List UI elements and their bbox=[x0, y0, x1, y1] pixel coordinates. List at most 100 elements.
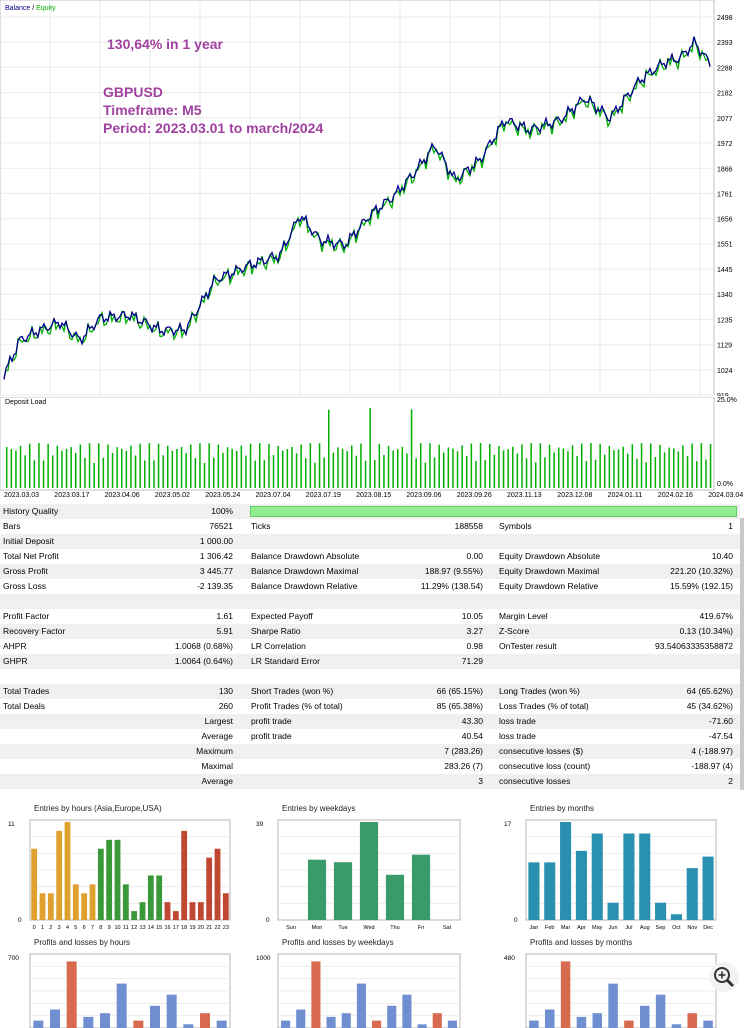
deposit-xtick: 2023.03.03 bbox=[4, 492, 39, 499]
deposit-load-bar bbox=[80, 445, 82, 488]
deposit-load-bar bbox=[581, 444, 583, 488]
deposit-xtick: 2023.07.04 bbox=[256, 492, 291, 499]
report-label: Total Trades bbox=[3, 686, 49, 696]
deposit-load-bar bbox=[572, 445, 574, 488]
deposit-load-bar bbox=[498, 446, 500, 488]
mini-ytick-max: 700 bbox=[8, 955, 19, 962]
deposit-load-bar bbox=[149, 443, 151, 488]
deposit-load-bar bbox=[535, 462, 537, 488]
mini-bar bbox=[156, 875, 162, 920]
mini-bar bbox=[576, 851, 587, 920]
mini-xtick: Mon bbox=[312, 925, 323, 931]
mini-xtick: 9 bbox=[108, 925, 111, 931]
mini-bar bbox=[181, 831, 187, 920]
mini-bar bbox=[98, 849, 104, 920]
deposit-load-bar bbox=[544, 457, 546, 488]
deposit-load-bar bbox=[227, 447, 229, 488]
mini-xtick: Sun bbox=[286, 925, 296, 931]
deposit-load-bar bbox=[328, 410, 330, 488]
report-label: Balance Drawdown Maximal bbox=[251, 566, 358, 576]
mini-xtick: 11 bbox=[123, 925, 129, 931]
mini-bar bbox=[545, 1010, 555, 1028]
deposit-load-bar bbox=[43, 460, 45, 488]
deposit-load-bar bbox=[250, 444, 252, 488]
report-value: 43.30 bbox=[400, 716, 483, 726]
deposit-load-bar bbox=[126, 451, 128, 488]
mini-bar bbox=[90, 884, 96, 920]
deposit-load-bar bbox=[374, 460, 376, 488]
deposit-load-bar bbox=[613, 450, 615, 488]
report-value: 76521 bbox=[150, 521, 233, 531]
report-label: LR Correlation bbox=[251, 641, 306, 651]
deposit-load-bar bbox=[333, 453, 335, 488]
deposit-load-bar bbox=[162, 455, 164, 488]
deposit-load-bar bbox=[448, 447, 450, 488]
report-value: 5.91 bbox=[150, 626, 233, 636]
deposit-load-bar bbox=[452, 449, 454, 488]
main-ytick: 2077 bbox=[717, 116, 733, 123]
annotation-timeframe: Timeframe: M5 bbox=[103, 102, 202, 118]
mini-bar bbox=[688, 1013, 698, 1028]
report-row bbox=[0, 594, 740, 609]
main-ytick: 1551 bbox=[717, 242, 733, 249]
deposit-load-bar bbox=[517, 453, 519, 488]
main-ytick: 2182 bbox=[717, 91, 733, 98]
deposit-xtick: 2024.02.16 bbox=[658, 492, 693, 499]
deposit-xtick: 2023.04.06 bbox=[105, 492, 140, 499]
mini-bar bbox=[561, 961, 571, 1028]
mini-bar bbox=[167, 995, 177, 1028]
deposit-load-bar bbox=[397, 449, 399, 488]
mini-xtick: 16 bbox=[164, 925, 170, 931]
deposit-xtick: 2023.07.19 bbox=[306, 492, 341, 499]
deposit-load-bar bbox=[218, 445, 220, 488]
main-ytick: 919 bbox=[717, 393, 729, 396]
deposit-load-bar bbox=[434, 457, 436, 488]
mini-xtick: 2 bbox=[49, 925, 52, 931]
report-label: Loss Trades (% of total) bbox=[499, 701, 589, 711]
deposit-load-bar bbox=[66, 449, 68, 488]
mini-xtick: May bbox=[592, 925, 603, 931]
mini-bar bbox=[206, 858, 212, 920]
report-label: Largest bbox=[100, 716, 233, 726]
deposit-xtick: 2024.03.04 bbox=[708, 492, 743, 499]
mini-bar bbox=[140, 902, 146, 920]
deposit-load-bar bbox=[636, 459, 638, 488]
deposit-load-bar bbox=[429, 443, 431, 488]
deposit-load-bar bbox=[116, 447, 118, 488]
mini-chart-title: Profits and losses by hours bbox=[34, 938, 130, 947]
mini-bar bbox=[81, 893, 87, 920]
main-ytick: 1656 bbox=[717, 217, 733, 224]
mini-bar bbox=[83, 1017, 93, 1028]
mini-xtick: 7 bbox=[91, 925, 94, 931]
mini-xtick: Jan bbox=[529, 925, 538, 931]
deposit-load-bar bbox=[236, 451, 238, 488]
deposit-xtick: 2023.09.26 bbox=[457, 492, 492, 499]
mini-bar bbox=[183, 1024, 193, 1028]
mini-bar bbox=[48, 893, 54, 920]
mini-bar bbox=[190, 902, 196, 920]
deposit-load-bar bbox=[604, 455, 606, 488]
report-label: Maximal bbox=[100, 761, 233, 771]
deposit-load-title: Deposit Load bbox=[5, 399, 46, 406]
mini-bar bbox=[544, 862, 555, 920]
deposit-load-bar bbox=[558, 448, 560, 488]
report-label: Symbols bbox=[499, 521, 532, 531]
mini-xtick: 18 bbox=[181, 925, 187, 931]
deposit-load-bar bbox=[356, 456, 358, 488]
mini-ytick-max: 480 bbox=[504, 955, 515, 962]
deposit-load-bar bbox=[484, 460, 486, 488]
report-scrollbar[interactable] bbox=[740, 518, 744, 790]
mini-bar bbox=[200, 1013, 210, 1028]
mini-xtick: Sat bbox=[443, 925, 452, 931]
report-label: loss trade bbox=[499, 731, 536, 741]
mini-bar bbox=[655, 903, 666, 920]
zoom-button[interactable] bbox=[709, 962, 739, 992]
deposit-xtick: 2023.11.13 bbox=[507, 492, 542, 499]
